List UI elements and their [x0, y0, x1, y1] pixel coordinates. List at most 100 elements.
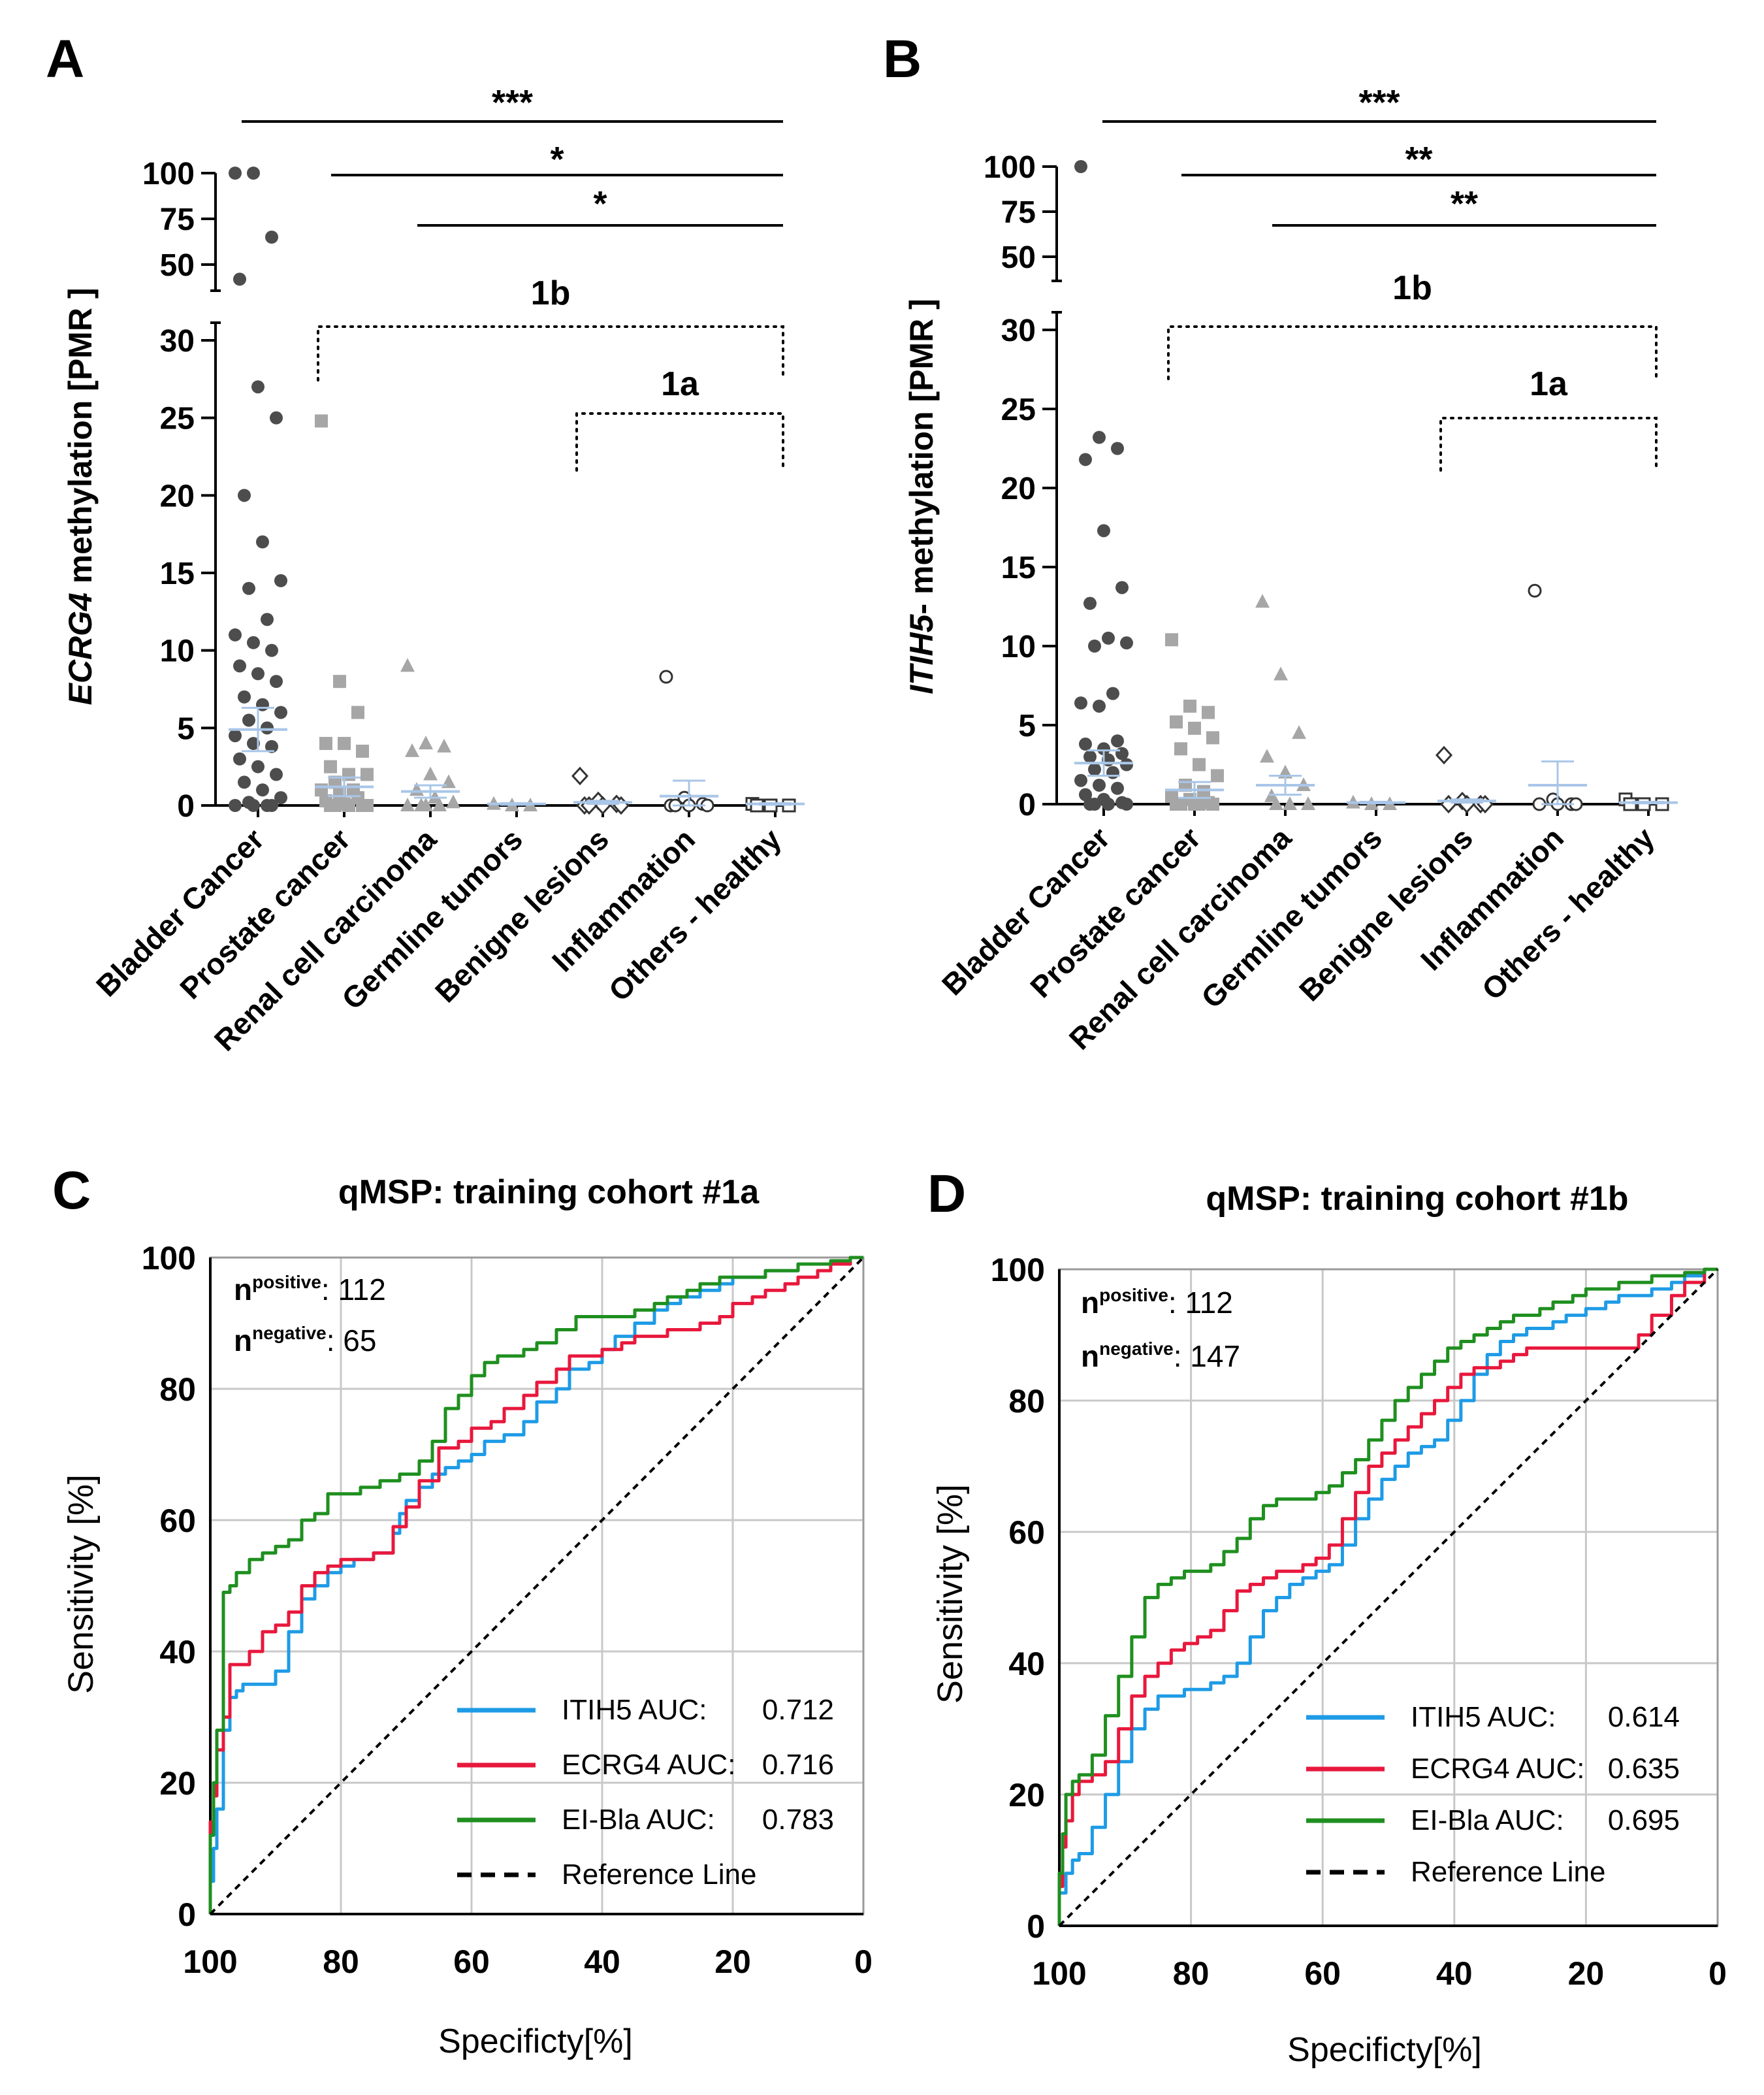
data-point	[265, 231, 278, 244]
data-point	[1528, 583, 1542, 598]
x-axis-label: Specificty[%]	[1287, 2031, 1482, 2069]
data-point	[242, 581, 255, 595]
chart-title: qMSP: training cohort #1a	[338, 1173, 760, 1211]
roc-curve-ref	[209, 1256, 865, 1915]
roc-curve-elbla	[208, 1256, 863, 1914]
significance-label: **	[1405, 140, 1432, 179]
data-point	[405, 743, 419, 757]
n-negative: nnegative: 65	[234, 1323, 376, 1357]
data-point	[261, 721, 274, 735]
n-positive: npositive: 112	[234, 1272, 386, 1307]
x-tick-label: 0	[854, 1943, 873, 1980]
data-point	[338, 737, 351, 751]
y-tick-label: 30	[160, 324, 195, 359]
data-point	[1093, 430, 1106, 444]
legend-label: ECRG4 AUC:	[562, 1749, 736, 1781]
data-point	[1301, 796, 1315, 810]
y-tick-label: 20	[159, 1765, 196, 1802]
significance-label: *	[550, 140, 564, 179]
y-tick-label: 80	[159, 1371, 196, 1408]
data-point	[1206, 798, 1219, 811]
panel-A: A 0 5 10 15 20 25 30 50 75 100 ECRG4 methylation […	[46, 29, 805, 1058]
y-tick-label: 0	[1027, 1908, 1045, 1945]
y-axis-label: Sensitivity [%]	[931, 1484, 970, 1704]
y-tick-label: 20	[1008, 1777, 1045, 1813]
data-point	[1106, 687, 1119, 700]
cohort-bracket	[317, 325, 784, 382]
data-point	[1170, 715, 1183, 729]
data-point	[1120, 758, 1133, 771]
significance-label: ***	[492, 83, 533, 122]
data-point	[1102, 631, 1115, 645]
data-point	[265, 739, 278, 753]
y-tick-label: 100	[991, 1252, 1045, 1288]
roc-curve-ecrg4	[1057, 1267, 1718, 1926]
data-point	[1115, 581, 1129, 594]
x-tick-label: 100	[1032, 1955, 1086, 1992]
cohort-bracket	[1439, 417, 1658, 472]
data-point	[1093, 778, 1106, 792]
significance-label: *	[593, 184, 607, 223]
data-point	[238, 775, 251, 789]
data-point	[1183, 699, 1196, 713]
legend-label: Reference Line	[1411, 1856, 1605, 1888]
x-tick-label: 20	[1568, 1955, 1605, 1992]
data-point	[1093, 699, 1106, 713]
y-tick-label: 30	[1001, 314, 1036, 348]
panel-letter-d: D	[927, 1164, 966, 1224]
panel-D: D 0 20 40 60 80 100 100 80 60 40 20 0 qMSP: training…	[927, 1164, 1727, 2069]
data-point	[251, 760, 265, 773]
y-tick-label: 25	[160, 402, 195, 436]
x-tick-label: 60	[453, 1943, 490, 1980]
data-point	[446, 794, 460, 809]
y-axis-label: ECRG4 methylation [PMR ]	[62, 288, 99, 706]
data-point	[400, 658, 415, 672]
data-point	[247, 167, 260, 180]
legend-label: ITIH5 AUC:	[1411, 1701, 1556, 1733]
n-positive: npositive: 112	[1081, 1285, 1233, 1320]
data-point	[1193, 798, 1206, 811]
legend-label: ITIH5 AUC:	[562, 1694, 707, 1726]
y-tick-label: 60	[159, 1502, 196, 1539]
legend-auc-value: 0.695	[1608, 1804, 1680, 1836]
data-point	[571, 766, 589, 786]
data-point	[1269, 796, 1283, 810]
data-point	[361, 799, 374, 812]
significance-label: ***	[1358, 83, 1400, 122]
data-point	[247, 636, 260, 649]
chart-title: qMSP: training cohort #1b	[1206, 1180, 1628, 1218]
data-point	[229, 729, 242, 743]
y-tick-label: 10	[160, 634, 195, 669]
data-point	[1074, 773, 1087, 787]
data-point	[1102, 798, 1115, 811]
data-point	[233, 752, 246, 766]
y-tick-label: 100	[142, 1240, 196, 1276]
data-point	[1283, 796, 1297, 810]
data-point	[229, 799, 242, 812]
legend-label: ECRG4 AUC:	[1411, 1753, 1585, 1785]
roc-curve-ref	[1058, 1268, 1719, 1927]
data-point	[256, 535, 269, 549]
data-point	[419, 736, 433, 750]
cohort-label: 1a	[661, 365, 699, 403]
x-tick-label: 0	[1708, 1955, 1727, 1992]
panel-letter-c: C	[52, 1161, 91, 1220]
data-point	[423, 766, 438, 781]
n-negative: nnegative: 147	[1081, 1339, 1240, 1373]
data-point	[1111, 781, 1124, 795]
data-point	[419, 798, 433, 811]
data-point	[1174, 798, 1187, 811]
legend-auc-value: 0.783	[762, 1804, 834, 1836]
data-point	[229, 167, 242, 180]
roc-curve-elbla	[1057, 1267, 1718, 1926]
cohort-bracket	[1167, 325, 1658, 380]
y-tick-label: 80	[1008, 1383, 1045, 1420]
y-tick-label: 0	[1018, 788, 1036, 822]
cohort-bracket	[575, 412, 784, 472]
data-point	[1260, 749, 1274, 763]
legend-auc-value: 0.716	[762, 1749, 834, 1781]
panel-B: B 0 5 10 15 20 25 30 50 75 100 ITIH5- methylation …	[883, 29, 1678, 1056]
category-label: Prostate cancer	[1023, 820, 1207, 1004]
data-point	[400, 798, 415, 811]
